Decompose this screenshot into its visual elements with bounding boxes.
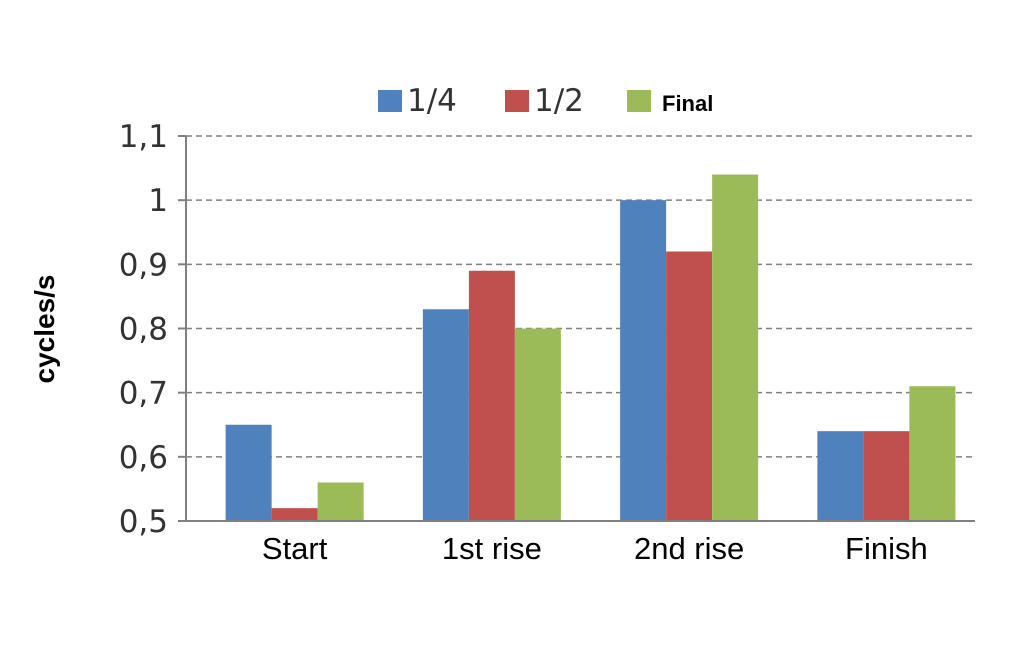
- x-axis-ticks: Start 1st rise 2nd rise Finish: [262, 531, 928, 566]
- bar-finish-final: [909, 386, 956, 521]
- bar-1st-rise-1-2: [468, 270, 515, 521]
- bar-start-1-2: [271, 508, 318, 521]
- bar-1st-rise-1-4: [422, 309, 469, 521]
- x-tick-label: 1st rise: [442, 531, 542, 566]
- x-tick-label: Start: [262, 531, 328, 566]
- y-axis-ticks: 0,5 0,6 0,7 0,8 0,9 1 1,1: [119, 119, 186, 540]
- bar-2nd-rise-1-2: [666, 251, 713, 521]
- gridlines: [186, 135, 975, 458]
- bar-finish-1-2: [863, 431, 910, 521]
- y-tick-label: 0,5: [119, 504, 168, 540]
- legend-swatch: [378, 90, 402, 112]
- bar-start-final: [317, 482, 364, 521]
- x-tick-label: Finish: [845, 531, 928, 566]
- bars: [225, 174, 956, 521]
- y-tick-label: 0,7: [119, 376, 168, 412]
- legend-label: 1/4: [407, 83, 457, 119]
- legend-swatch: [627, 90, 651, 112]
- y-tick-label: 1,1: [119, 119, 168, 155]
- y-axis-label: cycles/s: [29, 275, 60, 384]
- x-tick-label: 2nd rise: [634, 531, 744, 566]
- bar-2nd-rise-final: [712, 174, 759, 521]
- y-tick-label: 0,9: [119, 247, 168, 283]
- bar-finish-1-4: [817, 431, 864, 521]
- legend-swatch: [505, 90, 529, 112]
- bar-2nd-rise-1-4: [620, 200, 667, 521]
- legend-label: Final: [662, 91, 713, 116]
- legend-label: 1/2: [534, 83, 584, 119]
- bar-1st-rise-final: [514, 328, 561, 521]
- y-tick-label: 1: [148, 183, 168, 219]
- bar-start-1-4: [225, 424, 272, 521]
- y-tick-label: 0,8: [119, 312, 168, 348]
- legend: 1/4 1/2 Final: [378, 83, 713, 119]
- y-tick-label: 0,6: [119, 440, 168, 476]
